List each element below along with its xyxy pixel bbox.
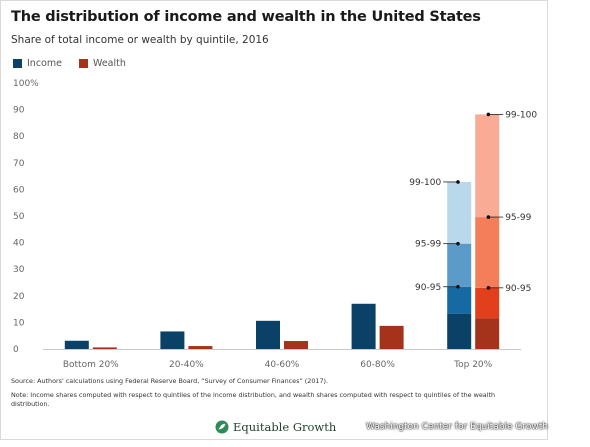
x-tick-label: 40-60%: [265, 360, 300, 370]
brand-logo: Equitable Growth: [215, 420, 336, 434]
legend-label-wealth: Wealth: [93, 58, 126, 69]
x-tick-label: 60-80%: [360, 360, 395, 370]
bar-income: [256, 320, 280, 349]
bar-segment-wealth-80-90: [475, 318, 500, 349]
y-tick-label: 60: [13, 185, 25, 195]
x-tick-label: Bottom 20%: [63, 360, 119, 370]
annotation-dot: [456, 241, 460, 246]
legend-swatch-wealth: [79, 59, 88, 68]
annotation-dot: [486, 215, 491, 219]
bar-segment-income-90-95: [447, 286, 472, 314]
y-tick-label: 20: [13, 292, 25, 302]
x-tick-label: 20-40%: [169, 360, 204, 370]
x-tick-label: Top 20%: [453, 360, 493, 370]
brand-name: Equitable Growth: [233, 420, 337, 434]
bar-income: [351, 303, 376, 349]
bar-segment-income-80-90: [447, 313, 472, 349]
y-tick-label: 40: [13, 239, 25, 249]
annotation-label: 99-100: [505, 110, 537, 120]
bar-income: [64, 340, 89, 349]
y-tick-label: 50: [13, 212, 25, 222]
annotation-label: 99-100: [409, 178, 441, 188]
annotation-dot: [456, 284, 460, 289]
y-tick-label: 100%: [13, 79, 39, 89]
bar-segment-income-99-100: [447, 181, 472, 244]
source-note: Source: Authors' calculations using Fede…: [11, 377, 329, 385]
bar-wealth: [379, 325, 404, 349]
bar-segment-wealth-90-95: [475, 287, 500, 319]
annotation-dot: [486, 286, 491, 290]
legend-label-income: Income: [27, 58, 62, 69]
annotation-dot: [456, 180, 460, 184]
leaf-icon: [215, 420, 229, 434]
chart-subtitle: Share of total income or wealth by quint…: [11, 34, 269, 46]
annotation-dot: [486, 112, 491, 117]
annotation-label: 90-95: [415, 283, 441, 293]
y-tick-label: 70: [13, 159, 25, 169]
legend-swatch-income: [13, 59, 22, 68]
bar-chart: 0 10 20 30 40 50 60 70 80 90 100% Bottom 20% 20-40% 4…: [13, 79, 537, 370]
y-tick-label: 90: [13, 106, 25, 116]
bar-income: [160, 331, 185, 349]
bar-segment-wealth-95-99: [475, 217, 500, 288]
bar-wealth: [188, 346, 213, 349]
legend-item-income: Income: [13, 58, 62, 69]
bar-wealth: [284, 341, 308, 349]
watermark: Washington Center for Equitable Growth: [366, 422, 548, 432]
legend-item-wealth: Wealth: [79, 58, 126, 69]
y-tick-label: 80: [13, 132, 25, 142]
chart-title: The distribution of income and wealth in…: [11, 9, 481, 25]
annotation-label: 95-99: [505, 213, 531, 223]
method-note: Note: Income shares computed with respec…: [11, 391, 496, 408]
bar-wealth: [92, 347, 117, 349]
bar-segment-wealth-99-100: [475, 114, 500, 218]
y-tick-label: 10: [13, 318, 25, 328]
y-tick-label: 0: [13, 345, 19, 355]
legend: Income Wealth: [13, 58, 140, 71]
y-tick-label: 30: [13, 265, 25, 275]
annotation-label: 95-99: [415, 240, 441, 250]
annotation-label: 90-95: [505, 284, 531, 294]
bar-segment-income-95-99: [447, 243, 472, 287]
chart-card: The distribution of income and wealth in…: [0, 0, 548, 440]
